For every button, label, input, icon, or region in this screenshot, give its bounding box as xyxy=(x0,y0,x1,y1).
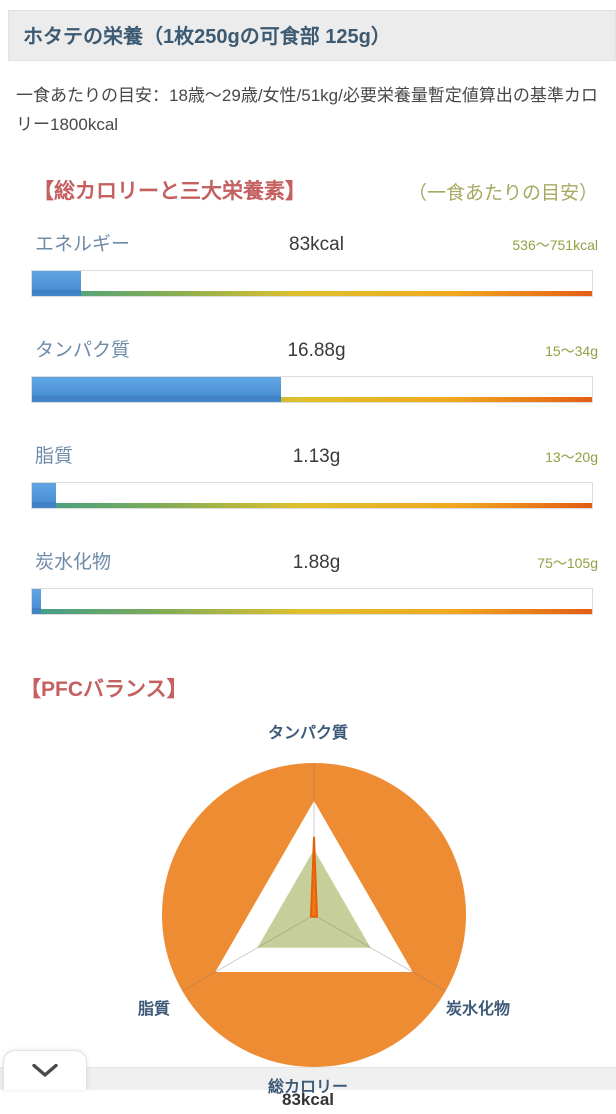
bar-gradient-track xyxy=(32,503,592,509)
bar-fill xyxy=(32,483,56,509)
nutrient-row-energy: エネルギー 83kcal 536〜751kcal xyxy=(0,229,616,298)
bar-gradient-track xyxy=(32,291,592,297)
nutrient-label: 脂質 xyxy=(35,446,74,468)
nutrient-row-fat: 脂質 1.13g 13〜20g xyxy=(0,441,616,510)
page-header: ホタテの栄養（1枚250gの可食部 125g） xyxy=(8,10,616,61)
radar-value-polygon xyxy=(310,836,318,919)
collapse-button[interactable] xyxy=(3,1050,87,1090)
nutrient-value: 16.88g xyxy=(287,340,346,362)
bar-fill xyxy=(32,589,41,615)
nutrient-value: 83kcal xyxy=(289,234,344,256)
pfc-section-title: 【PFCバランス】 xyxy=(20,678,188,702)
page-title: ホタテの栄養（1枚250gの可食部 125g） xyxy=(23,26,391,48)
nutrient-bar xyxy=(31,482,593,510)
nutrient-range: 536〜751kcal xyxy=(512,237,598,254)
macro-section-note: （一食あたりの目安） xyxy=(407,183,598,205)
intro-text: 一食あたりの目安：18歳〜29歳/女性/51kg/必要栄養量暫定値算出の基準カロ… xyxy=(16,86,598,135)
nutrient-row-carb: 炭水化物 1.88g 75〜105g xyxy=(0,547,616,616)
nutrient-row-protein: タンパク質 16.88g 15〜34g xyxy=(0,335,616,404)
macro-section-title: 【総カロリーと三大栄養素】 xyxy=(33,180,306,204)
nutrient-bar xyxy=(31,376,593,404)
nutrient-range: 13〜20g xyxy=(545,449,598,466)
radar-label-fat: 脂質 xyxy=(138,1001,171,1019)
pfc-radar-chart: タンパク質 脂質 炭水化物 総カロリー 83kcal xyxy=(0,711,616,1114)
nutrient-label: エネルギー xyxy=(35,234,131,256)
nutrient-value: 1.13g xyxy=(292,446,341,468)
bar-gradient-track xyxy=(32,397,592,403)
nutrient-range: 75〜105g xyxy=(537,555,598,572)
radar-axis-line xyxy=(182,915,315,992)
macro-section-header: 【総カロリーと三大栄養素】 （一食あたりの目安） xyxy=(33,175,598,205)
nutrient-bar xyxy=(31,270,593,298)
nutrient-label: タンパク質 xyxy=(35,340,131,362)
radar-label-carb: 炭水化物 xyxy=(446,1001,511,1019)
chevron-down-icon xyxy=(32,1064,58,1077)
bar-fill xyxy=(32,271,82,297)
radar-svg xyxy=(162,763,466,1068)
nutrient-value: 1.88g xyxy=(292,552,341,574)
radar-total-value: 83kcal xyxy=(282,1090,334,1110)
nutrient-range: 15〜34g xyxy=(545,343,598,360)
radar-axis-line xyxy=(313,915,446,992)
nutrient-label: 炭水化物 xyxy=(35,552,112,574)
bar-gradient-track xyxy=(32,609,592,615)
bar-fill xyxy=(32,377,282,403)
radar-label-protein: タンパク質 xyxy=(267,725,348,743)
nutrient-bar xyxy=(31,588,593,616)
nutrition-page: { "header": { "title": "ホタテの栄養（1枚250gの可食… xyxy=(0,10,616,1109)
